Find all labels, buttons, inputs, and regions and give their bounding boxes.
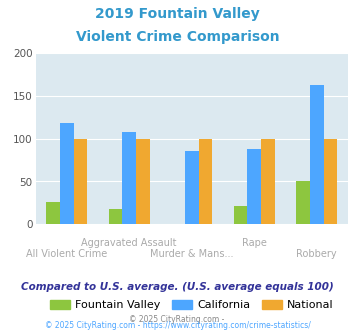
Text: 2019 Fountain Valley: 2019 Fountain Valley [95,7,260,20]
Bar [109,209,122,224]
Bar [46,202,60,224]
Text: Compared to U.S. average. (U.S. average equals 100): Compared to U.S. average. (U.S. average … [21,282,334,292]
Text: Robbery: Robbery [296,249,337,259]
Bar [247,149,261,224]
Bar [136,139,150,224]
Text: All Violent Crime: All Violent Crime [26,249,107,259]
Bar [73,139,87,224]
Bar [261,139,275,224]
Bar [198,139,212,224]
Text: © 2025 CityRating.com -: © 2025 CityRating.com - [129,315,226,324]
Text: Aggravated Assault: Aggravated Assault [81,238,177,248]
Bar [323,139,337,224]
Legend: Fountain Valley, California, National: Fountain Valley, California, National [45,295,338,314]
Bar [310,85,323,224]
Text: Violent Crime Comparison: Violent Crime Comparison [76,30,279,44]
Bar [296,181,310,224]
Bar [122,132,136,224]
Bar [60,123,73,224]
Text: © 2025 CityRating.com - https://www.cityrating.com/crime-statistics/: © 2025 CityRating.com - https://www.city… [45,321,310,330]
Bar [185,150,198,224]
Bar [234,206,247,224]
Text: Rape: Rape [242,238,267,248]
Text: Murder & Mans...: Murder & Mans... [150,249,234,259]
